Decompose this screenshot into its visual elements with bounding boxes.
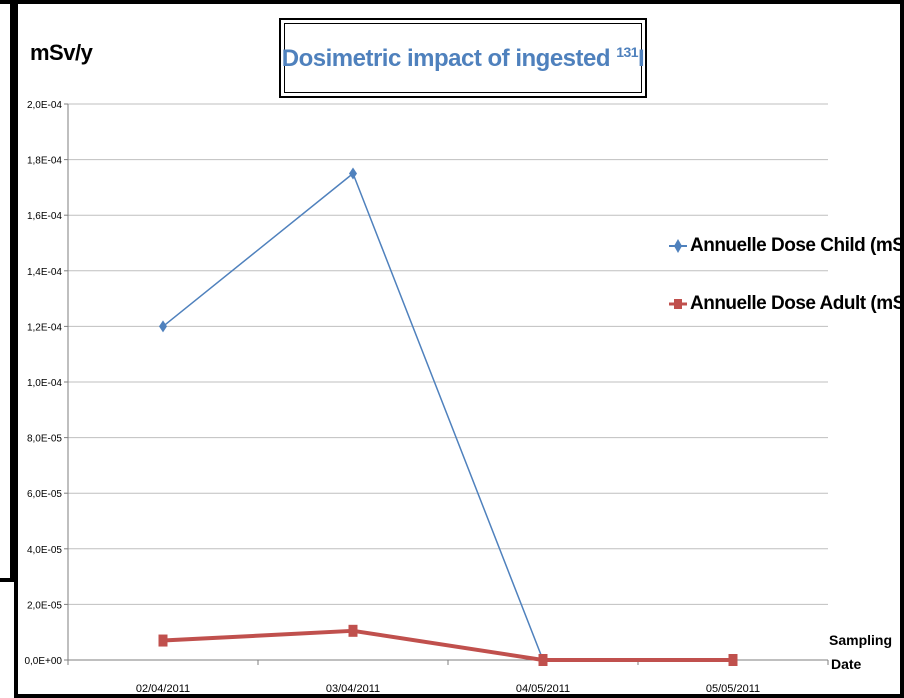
series-line-adult	[162, 628, 733, 662]
y-tick-label: 1,6E-04	[27, 211, 62, 222]
chart-title-superscript: 131	[616, 43, 639, 60]
data-point-child	[349, 167, 357, 180]
chart-title-box: Dosimetric impact of ingested 131I	[279, 18, 647, 98]
series-line-child	[162, 172, 544, 661]
y-tick-label: 0,0E+00	[24, 656, 62, 667]
y-tick-label: 2,0E-04	[27, 100, 62, 111]
y-tick-label: 6,0E-05	[27, 489, 62, 500]
chart-frame	[14, 0, 904, 698]
data-point-adult	[348, 624, 358, 637]
data-series	[158, 167, 738, 666]
x-tick-labels: 02/04/2011 03/04/2011 04/05/2011 05/05/2011	[136, 683, 760, 695]
data-point-child	[159, 320, 167, 333]
x-tick-label: 05/05/2011	[706, 683, 760, 695]
data-point-adult	[538, 654, 548, 666]
chart-title: Dosimetric impact of ingested 131I	[281, 43, 645, 73]
y-tick-label: 1,4E-04	[27, 267, 62, 278]
x-tick-label: 03/04/2011	[326, 683, 380, 695]
y-tick-label: 1,2E-04	[27, 322, 62, 333]
y-tick-label: 1,8E-04	[27, 156, 62, 167]
y-tick-label: 4,0E-05	[27, 545, 62, 556]
chart-title-inner-border: Dosimetric impact of ingested 131I	[281, 23, 645, 93]
legend: Annuelle Dose Child (mSv) Annuelle Dose …	[668, 232, 904, 348]
chart-title-element: I	[638, 44, 645, 72]
legend-child-marker-icon	[669, 239, 687, 253]
legend-adult-label: Annuelle Dose Adult (mSv)	[690, 293, 904, 314]
left-panel-top-border	[0, 0, 14, 4]
x-tick-label: 02/04/2011	[136, 683, 190, 695]
legend-item-adult: Annuelle Dose Adult (mSv)	[668, 290, 904, 318]
legend-item-child: Annuelle Dose Child (mSv)	[668, 232, 904, 260]
legend-child-label: Annuelle Dose Child (mSv)	[690, 235, 904, 256]
grid-lines	[68, 103, 828, 605]
y-axis-label: mSv/y	[30, 40, 93, 65]
left-panel-fragment	[0, 0, 14, 582]
y-tick-label: 1,0E-04	[27, 378, 62, 389]
x-axis-label-line2: Date	[831, 656, 862, 672]
x-tick-label: 04/05/2011	[516, 683, 570, 695]
x-axis-label-line1: Sampling	[829, 632, 893, 648]
axes	[64, 103, 829, 665]
legend-adult-marker-icon	[669, 299, 687, 309]
data-point-adult	[158, 634, 168, 647]
y-tick-label: 2,0E-05	[27, 600, 62, 611]
chart-title-main: Dosimetric impact of ingested	[281, 44, 617, 72]
y-tick-labels: 0,0E+00 2,0E-05 4,0E-05 6,0E-05 8,0E-05 1,0E-…	[24, 100, 62, 667]
y-tick-label: 8,0E-05	[27, 434, 62, 445]
x-axis-label: Sampling Date	[829, 628, 892, 676]
data-point-adult	[728, 654, 738, 666]
